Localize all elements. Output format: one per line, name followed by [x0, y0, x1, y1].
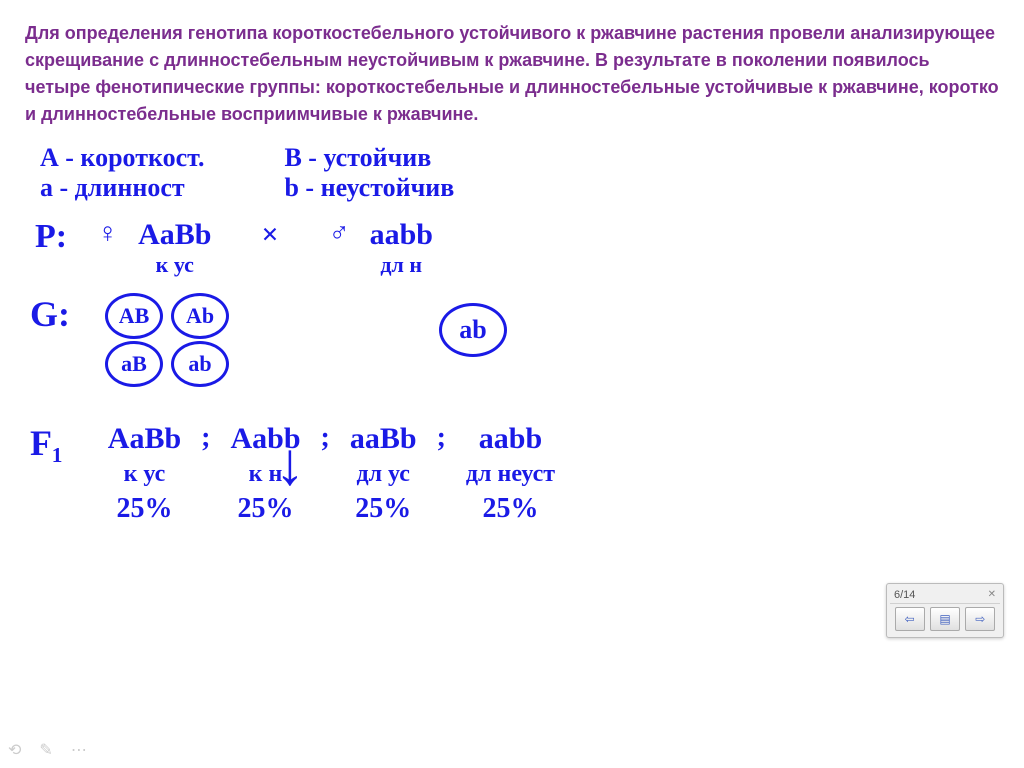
separator: ;: [437, 422, 446, 454]
bottom-toolbar: ⟲ ✎ ⋯: [8, 740, 87, 760]
male-phenotype: дл н: [380, 252, 422, 278]
allele-a: a - длинност: [40, 173, 204, 203]
prev-button[interactable]: ⇦: [895, 607, 925, 631]
menu-button[interactable]: ▤: [930, 607, 960, 631]
cross-symbol: ×: [261, 218, 278, 252]
slide-nav-toolbar: 6/14 ✕ ⇦ ▤ ⇨: [886, 583, 1004, 638]
allele-b: b - неустойчив: [284, 173, 454, 203]
separator: ;: [201, 422, 210, 454]
separator: ;: [321, 422, 330, 454]
allele-A: А - короткост.: [40, 143, 204, 173]
offspring-1: AaBb к ус 25%: [108, 422, 181, 525]
offspring-4: aabb дл неуст 25%: [466, 422, 555, 525]
gamete-Ab: Ab: [171, 293, 229, 339]
f-label: F₁: [30, 422, 63, 464]
allele-legend: А - короткост. a - длинност В - устойчив…: [0, 138, 1024, 208]
problem-statement: Для определения генотипа короткостебельн…: [0, 0, 1024, 138]
p-label: P:: [35, 218, 67, 256]
allele-B: В - устойчив: [284, 143, 454, 173]
offspring-3-geno: aaBb: [350, 422, 417, 456]
male-symbol: ♂: [329, 218, 350, 250]
gametes-row: G: AB Ab aB ab ab: [0, 288, 1024, 392]
offspring-1-pheno: к ус: [124, 461, 166, 488]
female-gametes: AB Ab aB ab: [105, 293, 229, 387]
offspring-4-pheno: дл неуст: [466, 461, 555, 488]
offspring-3: aaBb дл ус 25%: [350, 422, 417, 525]
arrow-down-icon: ↓: [275, 430, 305, 499]
more-icon[interactable]: ⋯: [71, 740, 87, 760]
offspring-4-pct: 25%: [482, 493, 538, 525]
female-genotype: AaBb: [138, 218, 211, 252]
offspring-4-geno: aabb: [479, 422, 542, 456]
female-phenotype: к ус: [156, 252, 194, 278]
gamete-aB: aB: [105, 341, 163, 387]
undo-icon[interactable]: ⟲: [8, 740, 21, 760]
offspring-1-pct: 25%: [116, 493, 172, 525]
offspring-row: F₁ AaBb к ус 25% ; Aabb к н 25% ; aaBb д…: [0, 392, 1024, 525]
offspring-3-pheno: дл ус: [356, 461, 410, 488]
offspring-1-geno: AaBb: [108, 422, 181, 456]
offspring-3-pct: 25%: [355, 493, 411, 525]
close-icon[interactable]: ✕: [988, 589, 996, 601]
parents-row: P: ♀ AaBb к ус × ♂ aabb дл н: [0, 208, 1024, 288]
pen-icon[interactable]: ✎: [39, 740, 52, 760]
male-gamete: ab: [439, 303, 507, 357]
page-indicator: 6/14: [894, 589, 915, 601]
gamete-ab: ab: [171, 341, 229, 387]
male-genotype: aabb: [370, 218, 433, 252]
gamete-AB: AB: [105, 293, 163, 339]
next-button[interactable]: ⇨: [965, 607, 995, 631]
female-symbol: ♀: [97, 218, 118, 250]
g-label: G:: [30, 293, 70, 335]
